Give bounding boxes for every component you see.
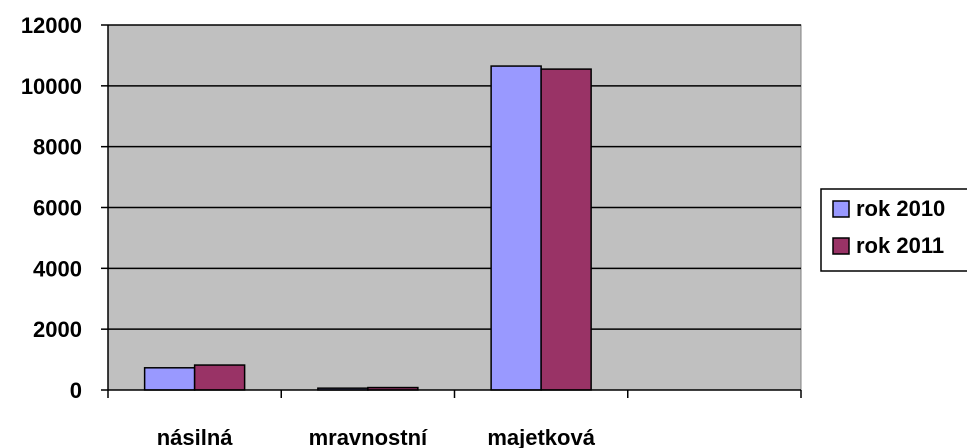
y-tick-labels: 0 2000 4000 6000 8000 10000 12000 <box>21 13 108 403</box>
y-tick-label: 0 <box>70 378 82 403</box>
gridlines <box>108 24 801 330</box>
y-tick-label: 12000 <box>21 13 82 38</box>
y-tick-label: 6000 <box>33 196 82 221</box>
y-tick-label: 4000 <box>33 256 82 281</box>
category-labels: násilná mravnostní majetková <box>157 425 596 448</box>
legend-swatch <box>832 237 850 255</box>
bar-rok-2011-2 <box>540 68 592 391</box>
y-tick-label: 2000 <box>33 317 82 342</box>
bar-rok-2011-0 <box>193 364 246 391</box>
category-label: mravnostní <box>309 425 428 448</box>
legend-swatch <box>832 200 850 218</box>
y-tick-label: 10000 <box>21 74 82 99</box>
category-label: násilná <box>157 425 234 448</box>
legend-label: rok 2011 <box>856 233 944 258</box>
bar-rok-2010-0 <box>143 367 196 391</box>
category-label: majetková <box>487 425 595 448</box>
bar-rok-2010-2 <box>490 65 542 391</box>
bars <box>143 65 592 391</box>
legend: rok 2010 rok 2011 <box>820 188 967 272</box>
legend-label: rok 2010 <box>856 196 945 221</box>
y-tick-label: 8000 <box>33 135 82 160</box>
